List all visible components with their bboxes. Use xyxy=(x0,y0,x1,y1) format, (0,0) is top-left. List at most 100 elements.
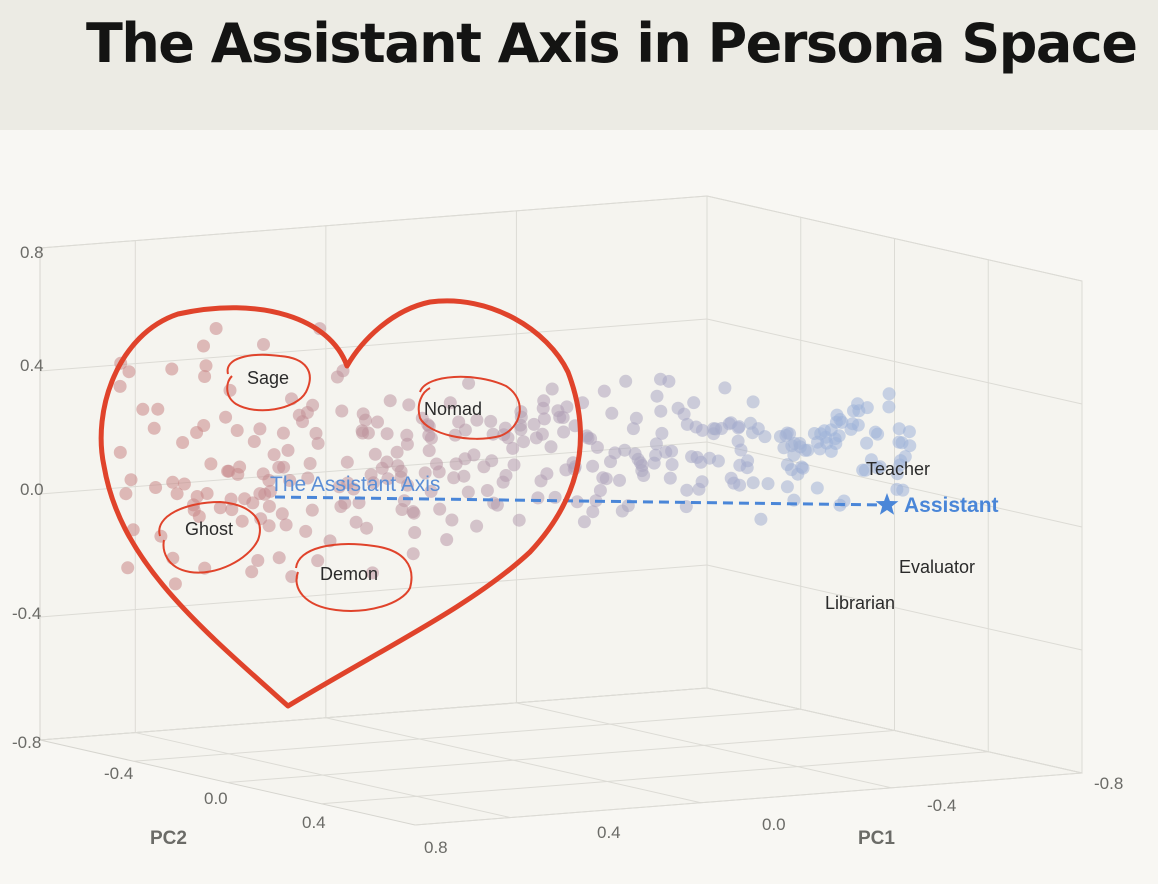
data-point xyxy=(383,394,397,408)
pc1-tick-label: -0.4 xyxy=(927,796,956,815)
data-point xyxy=(301,471,315,485)
data-points xyxy=(113,322,917,591)
data-point xyxy=(262,473,276,487)
data-point xyxy=(225,503,239,517)
grid-line xyxy=(39,318,708,372)
z-tick-label: -0.8 xyxy=(12,733,41,752)
data-point xyxy=(531,491,545,505)
data-point xyxy=(197,339,210,353)
data-point xyxy=(613,473,626,487)
annotations: The Assistant Axis Sage Nomad Ghost Demon Tea… xyxy=(98,298,999,709)
data-point xyxy=(113,379,127,393)
data-point xyxy=(230,424,244,437)
data-point xyxy=(366,476,380,490)
data-point xyxy=(440,533,454,547)
data-point xyxy=(433,502,447,516)
data-point xyxy=(470,413,484,427)
data-point xyxy=(408,526,422,539)
data-point xyxy=(204,457,218,471)
data-point xyxy=(629,411,643,425)
data-point xyxy=(637,469,651,482)
data-point xyxy=(461,485,475,499)
data-point xyxy=(584,432,598,446)
data-point xyxy=(527,417,541,431)
grid-line xyxy=(325,717,701,804)
point-label-sage: Sage xyxy=(247,368,289,388)
data-point xyxy=(443,396,457,410)
data-point xyxy=(406,547,420,561)
z-tick-label: 0.0 xyxy=(20,480,44,499)
data-point xyxy=(871,427,885,441)
data-point xyxy=(649,448,663,462)
data-point xyxy=(655,426,669,440)
grid-line xyxy=(706,564,1083,651)
data-point xyxy=(151,402,165,416)
data-point xyxy=(347,482,361,496)
data-point xyxy=(165,362,179,376)
data-point xyxy=(556,411,570,424)
data-point xyxy=(306,398,320,412)
data-point xyxy=(361,426,375,440)
data-point xyxy=(761,477,775,491)
tick-labels: 0.8 0.4 0.0 -0.4 -0.8 -0.4 0.0 0.4 0.8 0.4 0.0 -0.4… xyxy=(12,243,1123,857)
data-point xyxy=(599,472,613,486)
data-point xyxy=(903,439,917,453)
data-point xyxy=(401,478,414,492)
grid-line xyxy=(516,702,892,789)
page-title: The Assistant Axis in Persona Space xyxy=(86,12,1138,75)
data-point xyxy=(746,476,760,490)
point-label-teacher: Teacher xyxy=(866,459,930,479)
z-tick-label: 0.8 xyxy=(20,243,44,262)
data-point xyxy=(733,478,747,492)
data-point xyxy=(219,410,233,424)
data-point xyxy=(514,423,528,436)
data-point xyxy=(335,404,349,418)
data-point xyxy=(506,441,520,455)
data-point xyxy=(381,472,395,486)
data-point xyxy=(366,566,379,580)
circle-annotation-nomad xyxy=(417,375,521,440)
point-label-nomad: Nomad xyxy=(424,399,482,419)
data-point xyxy=(535,427,549,441)
data-point xyxy=(209,322,223,335)
data-point xyxy=(810,481,824,495)
point-label-assistant: Assistant xyxy=(904,494,999,517)
data-point xyxy=(608,446,622,460)
circle-annotation-ghost xyxy=(158,500,261,574)
data-point xyxy=(695,423,709,437)
grid-line xyxy=(706,318,1083,405)
data-point xyxy=(780,480,794,494)
data-point xyxy=(402,398,416,412)
data-point xyxy=(251,554,265,567)
pc2-tick-label: 0.8 xyxy=(424,838,448,857)
data-point xyxy=(560,400,574,414)
data-point xyxy=(665,444,679,458)
data-point xyxy=(170,487,184,501)
data-point xyxy=(267,448,281,462)
assistant-axis-label: The Assistant Axis xyxy=(270,473,440,496)
data-point xyxy=(677,407,691,421)
data-point xyxy=(424,484,438,498)
data-point xyxy=(309,426,323,440)
data-point xyxy=(407,506,421,520)
data-point xyxy=(851,418,865,432)
data-point xyxy=(303,457,317,470)
data-point xyxy=(394,464,408,478)
data-point xyxy=(649,437,663,451)
data-point xyxy=(305,503,319,517)
data-point xyxy=(246,496,260,510)
data-point xyxy=(626,422,640,436)
data-point xyxy=(359,413,372,427)
data-point xyxy=(680,483,694,497)
data-point xyxy=(124,473,138,487)
data-point xyxy=(835,415,849,429)
data-point xyxy=(796,461,810,475)
point-label-evaluator: Evaluator xyxy=(899,557,975,577)
data-point xyxy=(484,414,498,428)
data-point xyxy=(517,435,530,449)
data-point xyxy=(340,455,354,469)
data-point xyxy=(858,463,872,477)
data-point xyxy=(223,383,237,397)
data-point xyxy=(360,521,374,535)
data-point xyxy=(570,495,584,509)
